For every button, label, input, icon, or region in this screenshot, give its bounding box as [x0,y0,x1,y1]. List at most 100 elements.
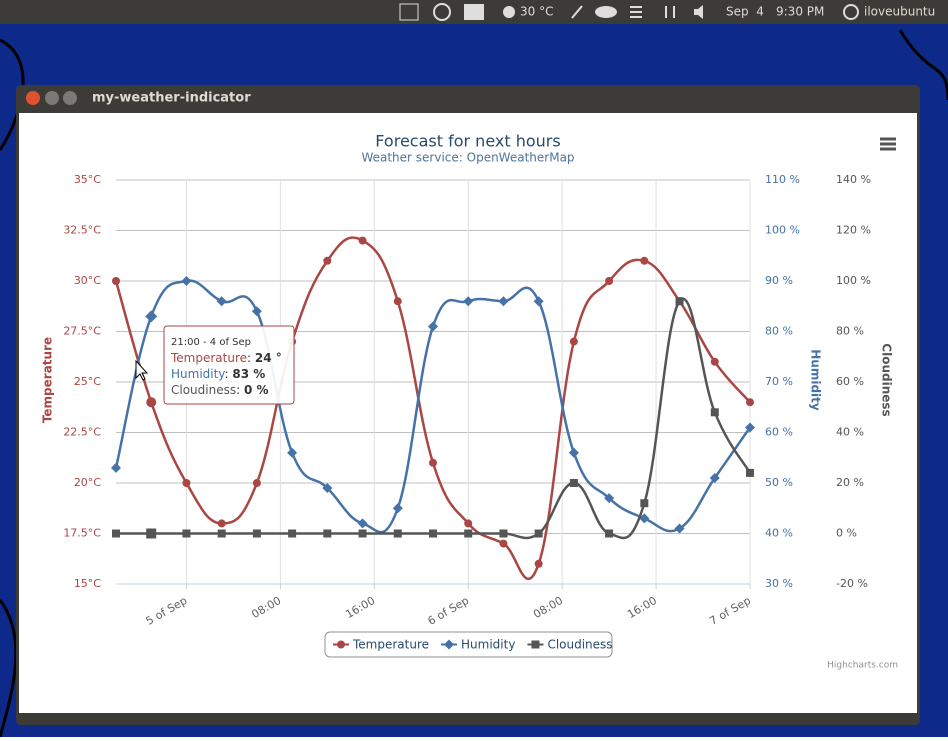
point [746,468,754,477]
point [745,422,755,433]
point [605,277,614,285]
y3-tick-label: 100 % [836,274,871,287]
point [357,518,368,529]
point [252,529,261,538]
y2-axis-title: Humidity [809,349,823,411]
point [639,513,650,524]
panel-time[interactable]: 9:30 PM [776,5,824,19]
tooltip-row: Cloudiness: 0 % [171,383,269,397]
y-tick-label: 32.5°C [63,224,101,237]
point [568,447,579,458]
point [287,447,298,458]
y3-tick-label: 140 % [836,173,871,186]
point [428,321,438,332]
point [217,519,226,528]
moon-icon[interactable] [503,6,515,18]
app-icon[interactable] [464,4,484,20]
point [322,483,333,494]
point [674,523,685,534]
point [464,519,473,528]
point [429,458,437,467]
minimize-button[interactable] [45,91,59,105]
point [217,529,226,538]
legend-label[interactable]: Temperature [352,638,429,652]
point [498,296,509,307]
maximize-button[interactable] [63,91,77,105]
point [675,297,684,306]
point [534,529,543,538]
y3-tick-label: 80 % [836,325,864,338]
point [146,528,157,539]
y2-tick-label: 90 % [765,274,793,287]
point [569,337,578,346]
tooltip-separator: : [225,367,233,381]
network-icon[interactable] [665,6,675,18]
y-tick-label: 17.5°C [63,527,101,540]
point [358,529,367,538]
tooltip-box [163,325,295,405]
legend-box [324,631,613,658]
tooltip-row: Humidity: 83 % [171,367,265,381]
y3-tick-label: 40 % [836,426,864,439]
point [323,529,332,538]
y-tick-label: 15°C [74,577,101,590]
point [111,462,121,473]
y2-tick-label: 50 % [765,476,793,489]
legend-label[interactable]: Cloudiness [547,638,612,652]
panel-temperature[interactable]: 30 °C [520,5,553,19]
y3-tick-label: 0 % [836,527,857,540]
sound-icon[interactable] [694,5,703,19]
series-line [115,297,752,540]
y3-tick-label: 120 % [836,224,871,237]
point [533,296,544,307]
legend-label[interactable]: Humidity [461,638,515,652]
clock-icon[interactable] [433,3,451,21]
mouse-cursor [135,359,149,381]
point [499,539,508,548]
point [145,310,158,323]
terminal-icon[interactable] [399,3,419,21]
export-menu[interactable] [880,137,896,151]
point [746,398,754,407]
point [392,503,403,514]
point [710,357,719,366]
point [181,276,192,286]
point [709,472,720,483]
point [393,529,402,538]
point [216,296,227,307]
tooltip-value: 24 ° [255,351,282,365]
panel-date[interactable]: Sep 4 [726,5,764,19]
point [182,529,191,538]
eye-icon[interactable] [595,6,617,18]
close-button[interactable] [26,91,40,105]
point [710,408,719,417]
y-tick-label: 35°C [74,173,101,186]
point [604,493,615,504]
point [146,397,157,408]
tooltip-series: Humidity [171,367,225,381]
y2-tick-label: 80 % [765,325,793,338]
tooltip-header: 21:00 - 4 of Sep [171,337,251,348]
gear-icon[interactable] [843,4,859,20]
point [252,479,261,487]
tooltip-series: Temperature [170,351,247,365]
tooltip-value: 83 % [232,367,265,381]
point [531,640,540,649]
chart-subtitle: Weather service: OpenWeatherMap [361,151,574,165]
y-tick-label: 25°C [74,375,101,388]
point [251,306,262,317]
menu-icon[interactable] [630,6,642,18]
panel-user[interactable]: iloveubuntu [864,5,935,19]
tooltip-series: Cloudiness [171,383,236,397]
point [569,479,578,487]
clip-icon[interactable] [571,5,583,19]
y-tick-label: 30°C [74,274,101,287]
window-title: my-weather-indicator [92,91,251,106]
credits[interactable]: Highcharts.com [827,661,898,671]
tooltip-value: 0 % [244,383,269,397]
point [429,529,437,538]
point [640,499,649,508]
y-axis-title: Temperature [41,337,55,423]
point [464,529,473,538]
